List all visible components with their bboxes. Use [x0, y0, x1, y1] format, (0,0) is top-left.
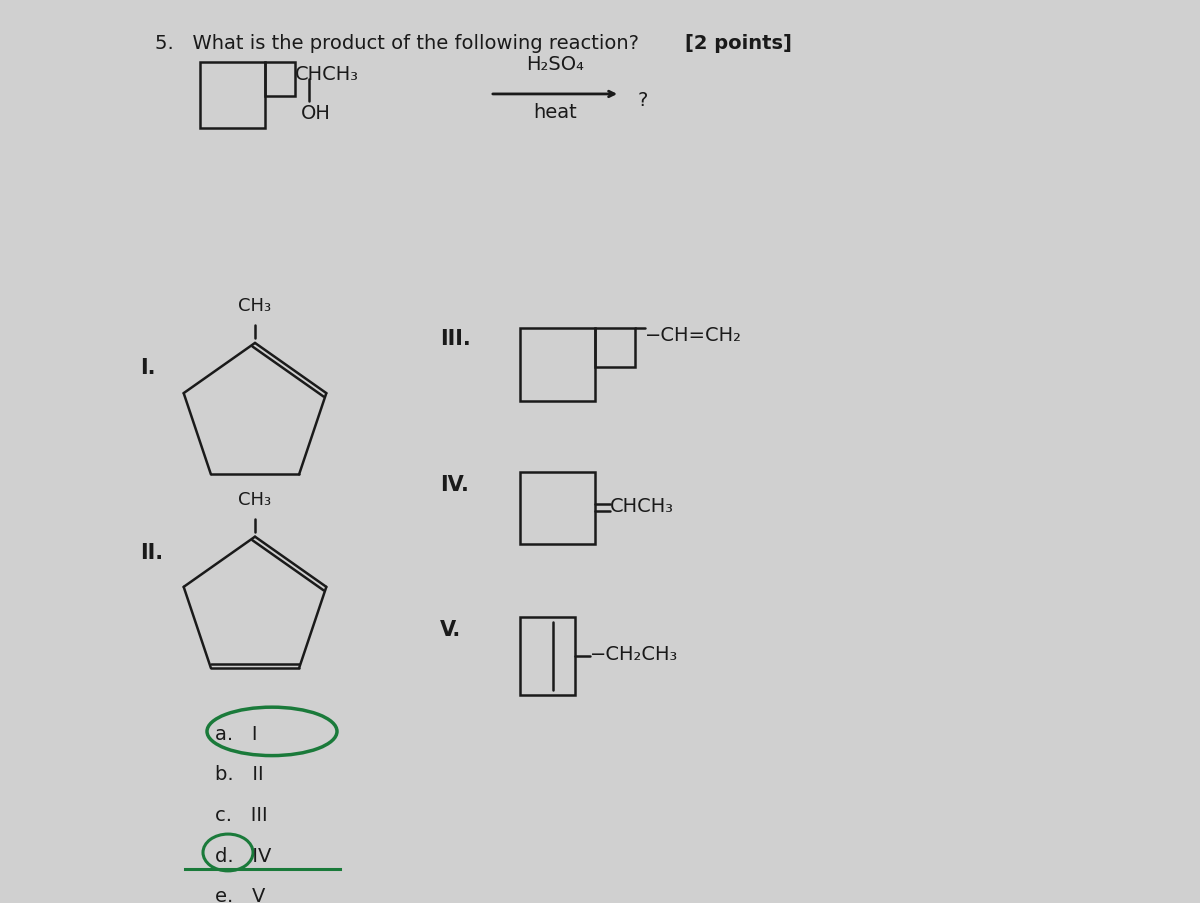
- Bar: [520, 618, 575, 694]
- Text: IV.: IV.: [440, 474, 469, 494]
- Bar: [520, 329, 595, 402]
- Text: CHCH₃: CHCH₃: [610, 497, 674, 516]
- Text: II.: II.: [140, 542, 163, 562]
- Text: III.: III.: [440, 329, 470, 349]
- Bar: [265, 63, 295, 97]
- Text: ?: ?: [638, 91, 648, 110]
- Text: OH: OH: [301, 104, 331, 123]
- Text: a.   I: a. I: [215, 724, 258, 743]
- Text: −CH=CH₂: −CH=CH₂: [646, 325, 742, 344]
- Text: b.   II: b. II: [215, 765, 264, 784]
- Text: V.: V.: [440, 619, 461, 639]
- Bar: [520, 472, 595, 545]
- Text: CH₃: CH₃: [239, 490, 271, 508]
- Text: CHCH₃: CHCH₃: [295, 65, 359, 84]
- Text: −CH₂CH₃: −CH₂CH₃: [590, 645, 678, 664]
- Text: 5.   What is the product of the following reaction?: 5. What is the product of the following …: [155, 34, 646, 53]
- Text: [2 points]: [2 points]: [685, 34, 792, 53]
- Bar: [595, 329, 635, 368]
- Text: c.   III: c. III: [215, 805, 268, 824]
- Text: e.   V: e. V: [215, 887, 265, 903]
- Text: H₂SO₄: H₂SO₄: [526, 54, 584, 73]
- Bar: [200, 63, 265, 129]
- Text: I.: I.: [140, 358, 156, 378]
- Text: heat: heat: [533, 103, 577, 122]
- Text: d.   IV: d. IV: [215, 846, 271, 865]
- Text: CH₃: CH₃: [239, 296, 271, 314]
